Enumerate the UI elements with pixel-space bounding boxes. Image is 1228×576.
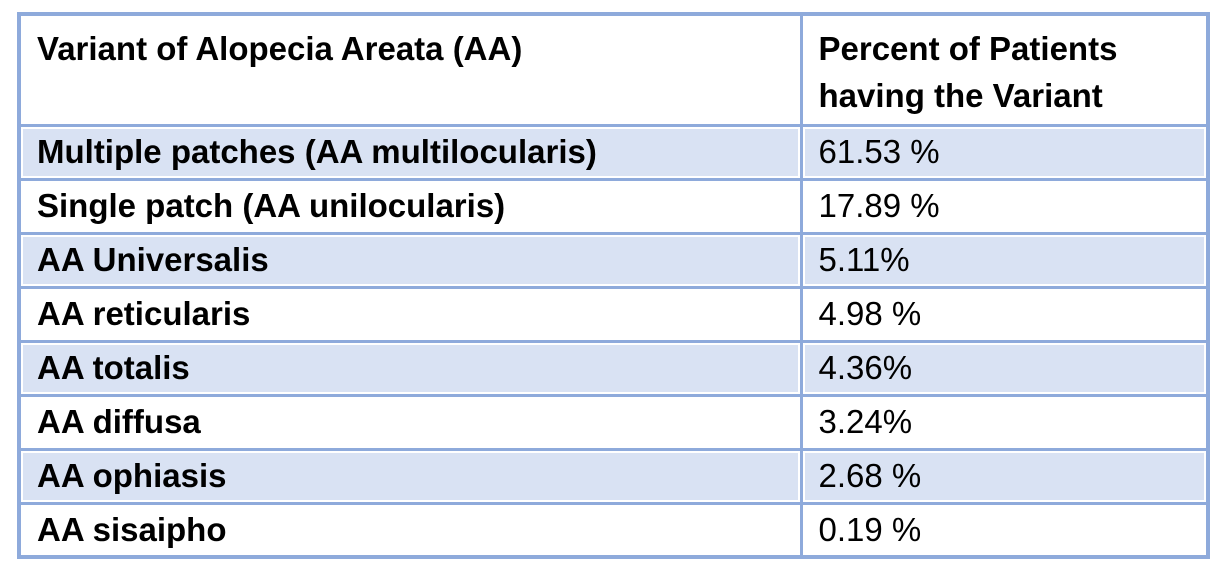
variant-cell: AA reticularis bbox=[17, 285, 803, 343]
variant-cell: Single patch (AA unilocularis) bbox=[17, 177, 803, 235]
alopecia-variants-table: Variant of Alopecia Areata (AA) Percent … bbox=[17, 12, 1210, 560]
table-row: AA ophiasis 2.68 % bbox=[17, 447, 1210, 505]
percent-cell: 3.24% bbox=[799, 393, 1210, 451]
column-header-percent: Percent of Patients having the Variant bbox=[799, 12, 1210, 127]
table-row: AA diffusa 3.24% bbox=[17, 393, 1210, 451]
percent-cell: 17.89 % bbox=[799, 177, 1210, 235]
table-row: AA Universalis 5.11% bbox=[17, 231, 1210, 289]
variant-cell: Multiple patches (AA multilocularis) bbox=[17, 123, 803, 181]
percent-cell: 2.68 % bbox=[799, 447, 1210, 505]
percent-cell: 0.19 % bbox=[799, 501, 1210, 559]
variant-cell: AA Universalis bbox=[17, 231, 803, 289]
table-row: Single patch (AA unilocularis) 17.89 % bbox=[17, 177, 1210, 235]
table-row: AA totalis 4.36% bbox=[17, 339, 1210, 397]
variant-cell: AA diffusa bbox=[17, 393, 803, 451]
variant-cell: AA sisaipho bbox=[17, 501, 803, 559]
table-row: AA sisaipho 0.19 % bbox=[17, 501, 1210, 559]
header-row: Variant of Alopecia Areata (AA) Percent … bbox=[17, 12, 1210, 127]
variant-cell: AA ophiasis bbox=[17, 447, 803, 505]
percent-cell: 5.11% bbox=[799, 231, 1210, 289]
variant-cell: AA totalis bbox=[17, 339, 803, 397]
column-header-variant: Variant of Alopecia Areata (AA) bbox=[17, 12, 803, 127]
table-row: AA reticularis 4.98 % bbox=[17, 285, 1210, 343]
percent-cell: 61.53 % bbox=[799, 123, 1210, 181]
table-row: Multiple patches (AA multilocularis) 61.… bbox=[17, 123, 1210, 181]
percent-cell: 4.36% bbox=[799, 339, 1210, 397]
percent-cell: 4.98 % bbox=[799, 285, 1210, 343]
